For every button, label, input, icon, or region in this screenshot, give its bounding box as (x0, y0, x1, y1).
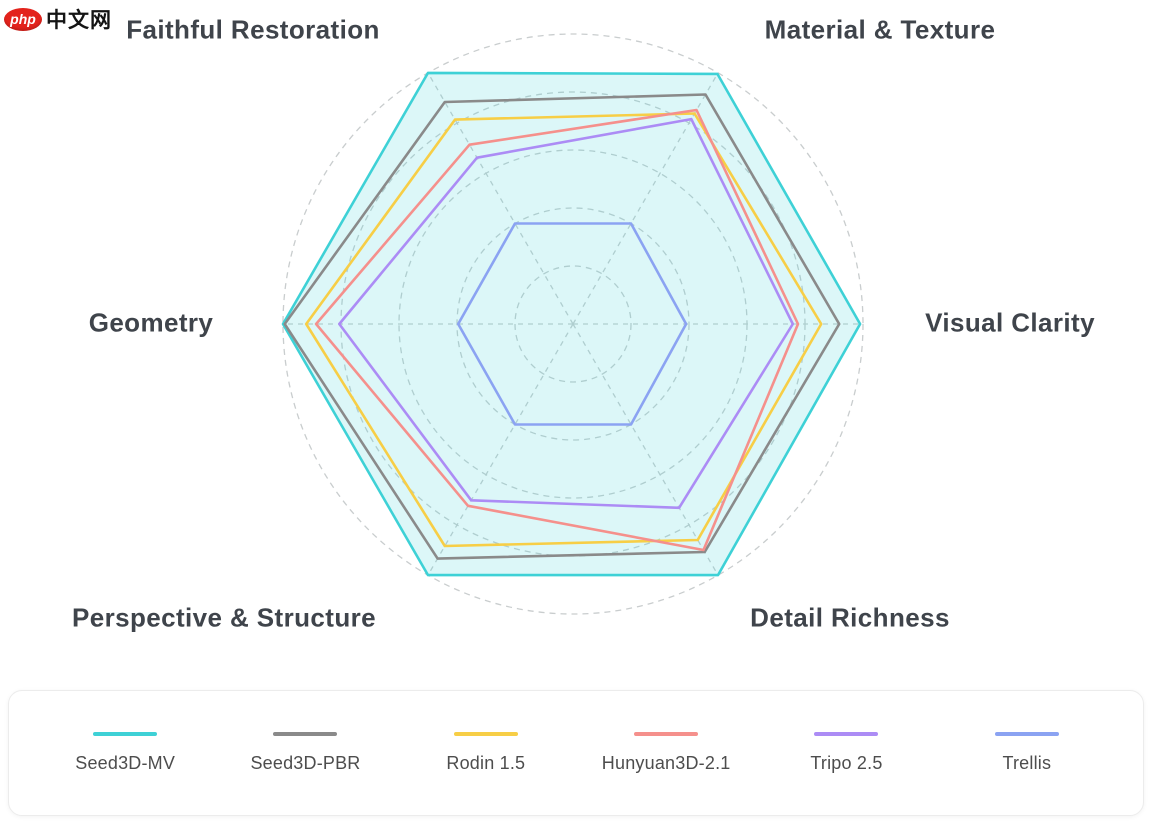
axis-spoke-4 (427, 323, 574, 576)
legend-item-tripo-25: Tripo 2.5 (756, 732, 936, 774)
axis-label-perspective-structure: Perspective & Structure (72, 602, 376, 633)
axis-label-detail-richness: Detail Richness (750, 602, 950, 633)
php-logo-icon: php (4, 7, 42, 31)
series-polygon-hunyuan3d-2-1 (314, 108, 800, 552)
site-watermark: php 中文网 (4, 4, 112, 34)
axis-label-faithful-restoration: Faithful Restoration (126, 14, 380, 45)
legend-label: Hunyuan3D-2.1 (601, 753, 731, 773)
radar-chart: Faithful Restoration Material & Texture … (72, 14, 1095, 633)
series-polygon-trellis (456, 222, 688, 426)
legend-swatch-seed3d-pbr (273, 732, 338, 736)
legend-label: Seed3D-MV (75, 753, 176, 773)
legend-label: Tripo 2.5 (810, 753, 883, 773)
legend-item-rodin-15: Rodin 1.5 (396, 732, 576, 774)
chart-legend: Seed3D-MV Seed3D-PBR Rodin 1.5 Hunyuan3D… (8, 690, 1144, 816)
legend-label: Rodin 1.5 (446, 753, 526, 773)
series-polygon-seed3d-pbr (283, 93, 841, 560)
legend-label: Seed3D-PBR (250, 753, 361, 773)
axis-label-geometry: Geometry (88, 307, 214, 338)
axis-label-visual-clarity: Visual Clarity (925, 307, 1095, 338)
series-polygon-rodin-1-5 (304, 112, 823, 548)
radar-plot-area (281, 33, 864, 615)
legend-swatch-hunyuan3d-21 (634, 732, 699, 736)
legend-swatch-trellis (994, 732, 1059, 736)
grid-ring-1 (514, 265, 632, 383)
axis-spoke-0 (427, 72, 574, 325)
series-polygon-tripo-2-5 (337, 117, 795, 510)
watermark-text: 中文网 (46, 9, 112, 32)
legend-label: Trellis (1002, 753, 1052, 773)
series-polygon-seed3d-mv (281, 71, 862, 577)
legend-swatch-seed3d-mv (93, 732, 158, 736)
legend-item-hunyuan3d-21: Hunyuan3D-2.1 (576, 732, 756, 774)
legend-item-seed3d-mv: Seed3D-MV (35, 732, 215, 774)
grid-ring-5 (282, 33, 864, 615)
axis-label-material-texture: Material & Texture (764, 14, 996, 45)
legend-swatch-rodin-15 (453, 732, 518, 736)
legend-item-trellis: Trellis (937, 732, 1117, 774)
legend-item-seed3d-pbr: Seed3D-PBR (215, 732, 395, 774)
legend-swatch-tripo-25 (814, 732, 879, 736)
axis-spoke-3 (572, 323, 719, 576)
